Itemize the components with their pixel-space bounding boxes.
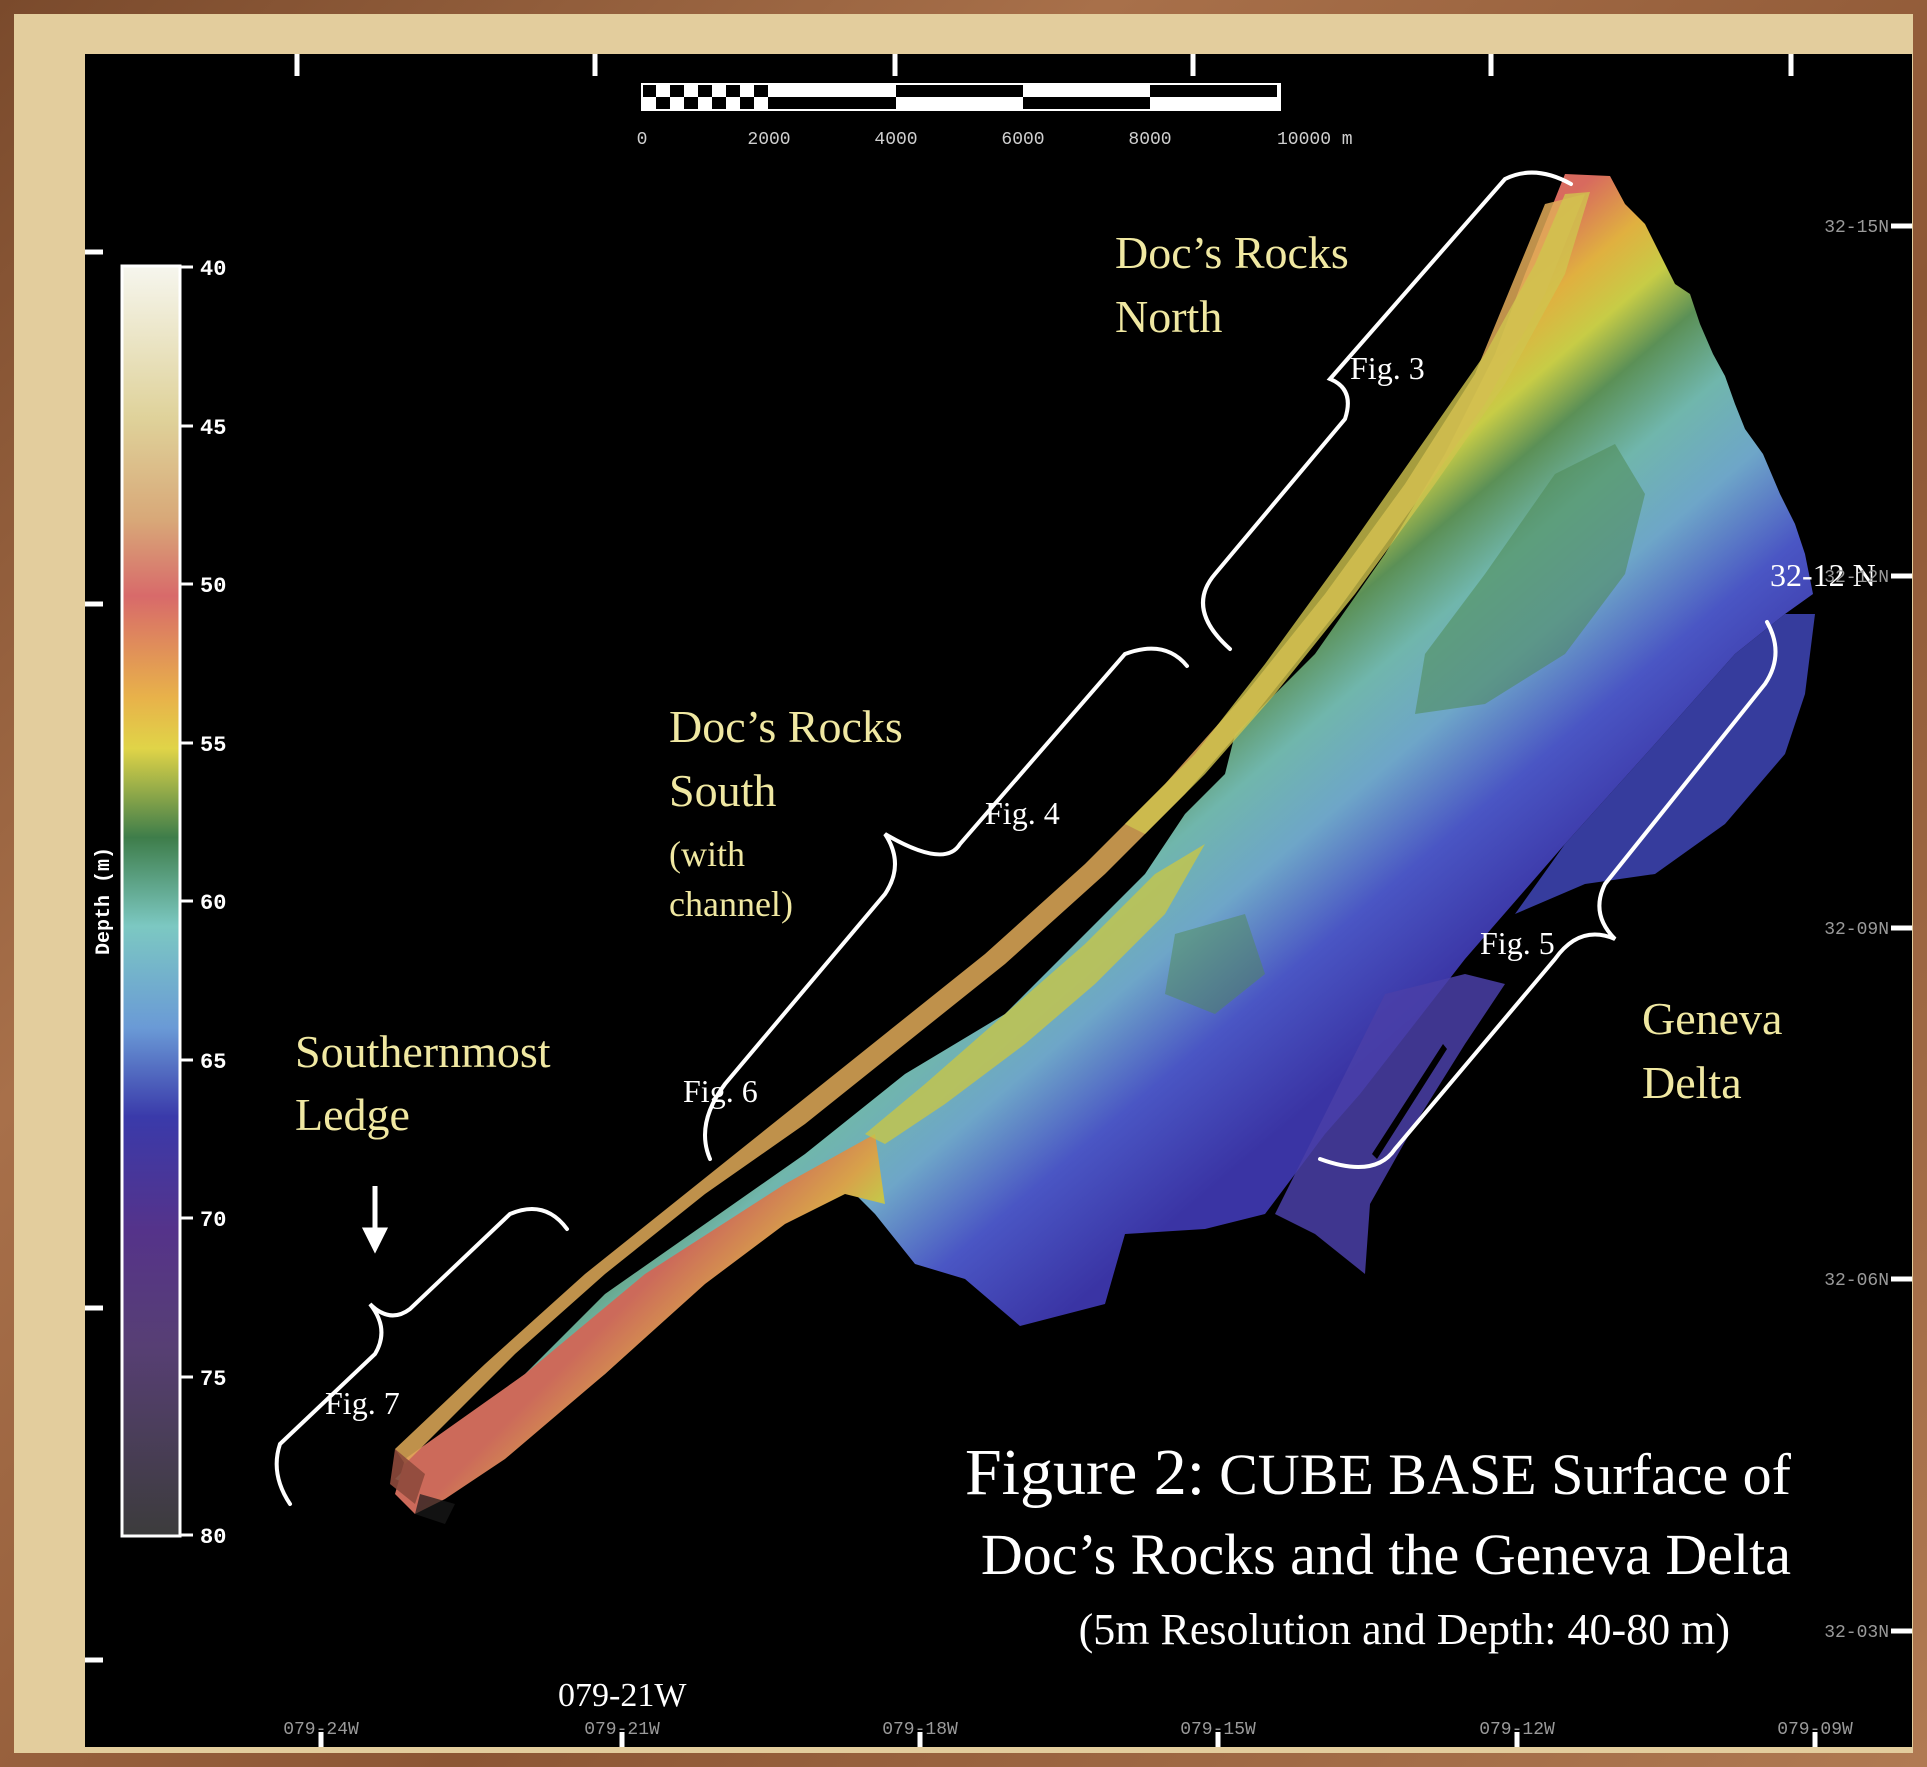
bracket-fig4: [703, 646, 1189, 1161]
scale-label-0: 0: [637, 130, 648, 150]
scale-label-4000: 4000: [874, 130, 917, 150]
fig5-label: Fig. 5: [1480, 925, 1555, 961]
lat-tick-32-06n: 32-06N: [1824, 1271, 1889, 1291]
overlay-lon-079-21w: 079-21W: [558, 1677, 687, 1714]
figure-brackets: [274, 170, 1778, 1506]
lon-tick-079-15w: 079-15W: [1180, 1720, 1256, 1740]
bathymetry-surface: [390, 174, 1815, 1524]
lat-tick-32-03n: 32-03N: [1824, 1623, 1889, 1643]
fig7-label: Fig. 7: [325, 1385, 400, 1421]
scale-label-10000: 10000 m: [1277, 130, 1353, 150]
southernmost-arrow: [361, 1186, 389, 1254]
region-docs-rocks-south-line1: Doc’s Rocks: [669, 701, 903, 752]
colorbar-tick-65: 65: [200, 1050, 226, 1075]
colorbar-tick-70: 70: [200, 1208, 226, 1233]
colorbar-tick-50: 50: [200, 574, 226, 599]
region-geneva-delta-line1: Geneva: [1642, 993, 1782, 1044]
lon-tick-079-18w: 079-18W: [882, 1720, 958, 1740]
colorbar-tick-80: 80: [200, 1525, 226, 1550]
lon-tick-079-24w: 079-24W: [283, 1720, 359, 1740]
fig6-label: Fig. 6: [683, 1073, 758, 1109]
bracket-fig3: [1201, 170, 1573, 651]
lon-tick-079-21w: 079-21W: [584, 1720, 660, 1740]
bathymetry-map: 0 2000 4000 6000 8000 10000 m 40 45 50 5…: [85, 54, 1912, 1747]
colorbar-tick-60: 60: [200, 891, 226, 916]
fig4-label: Fig. 4: [985, 795, 1060, 831]
map-title-line1-rest: CUBE BASE Surface of: [1219, 1442, 1792, 1507]
scale-label-8000: 8000: [1128, 130, 1171, 150]
depth-colorbar: 40 45 50 55 60 65 70 75 80 Depth (m): [93, 257, 226, 1550]
colorbar-tick-45: 45: [200, 416, 226, 441]
scale-label-6000: 6000: [1001, 130, 1044, 150]
scale-bar: 0 2000 4000 6000 8000 10000 m: [637, 83, 1353, 150]
lat-tick-32-12n: 32-12N: [1824, 568, 1889, 588]
region-docs-rocks-south-note-line1: (with: [669, 834, 745, 874]
region-docs-rocks-north-line1: Doc’s Rocks: [1115, 227, 1349, 278]
map-border-ticks: [85, 54, 1912, 1747]
map-title-line2: Doc’s Rocks and the Geneva Delta: [981, 1522, 1791, 1587]
bracket-fig7: [274, 1207, 569, 1506]
region-geneva-delta-line2: Delta: [1642, 1057, 1742, 1108]
scale-label-2000: 2000: [747, 130, 790, 150]
region-docs-rocks-south-note-line2: channel): [669, 884, 793, 924]
region-docs-rocks-south-line2: South: [669, 765, 776, 816]
region-docs-rocks-north-line2: North: [1115, 291, 1222, 342]
map-title-line1: Figure 2: CUBE BASE Surface of: [965, 1436, 1792, 1509]
region-southernmost-ledge-line2: Ledge: [295, 1089, 410, 1140]
map-title-figure-number: Figure 2:: [965, 1436, 1205, 1509]
colorbar-axis-label: Depth (m): [93, 847, 116, 955]
colorbar-tick-55: 55: [200, 733, 226, 758]
bracket-fig5: [1318, 620, 1778, 1169]
region-southernmost-ledge-line1: Southernmost: [295, 1026, 551, 1077]
map-title-line3: (5m Resolution and Depth: 40-80 m): [1079, 1605, 1730, 1654]
lat-tick-32-15n: 32-15N: [1824, 218, 1889, 238]
lon-tick-079-12w: 079-12W: [1479, 1720, 1555, 1740]
lon-tick-079-09w: 079-09W: [1777, 1720, 1853, 1740]
colorbar-tick-40: 40: [200, 257, 226, 282]
overlay-lat-32-12n: 32-12 N: [1770, 557, 1876, 593]
fig3-label: Fig. 3: [1350, 350, 1425, 386]
lat-tick-32-09n: 32-09N: [1824, 920, 1889, 940]
colorbar-tick-75: 75: [200, 1367, 226, 1392]
